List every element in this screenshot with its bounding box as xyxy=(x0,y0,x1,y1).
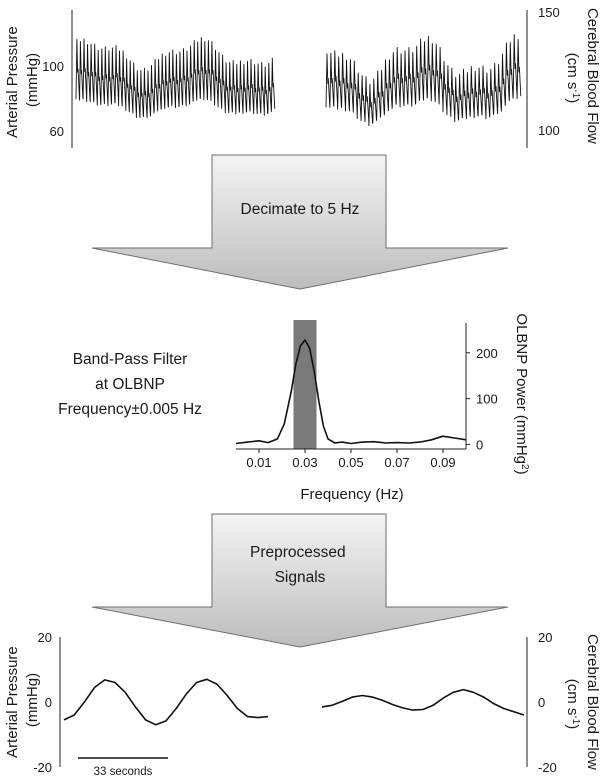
scale-bar-label: 33 seconds xyxy=(94,766,153,778)
filter-line-1: Band-Pass Filter xyxy=(73,351,188,368)
raw-left-axis-label: Arterial Pressure (mmHg) xyxy=(4,22,41,138)
filter-line-3: Frequency±0.005 Hz xyxy=(58,401,202,418)
ps-y-tick-label: 0 xyxy=(476,437,483,452)
filtered-cerebral-blood-flow-trace xyxy=(321,688,525,716)
filtered-left-tick-label: 0 xyxy=(45,695,52,710)
decimate-label: Decimate to 5 Hz xyxy=(241,201,360,218)
filter-line-2: at OLBNP xyxy=(95,376,165,393)
filtered-left-ticks: 20 0 -20 xyxy=(33,630,52,775)
raw-right-tick-150: 150 xyxy=(538,5,560,20)
filtered-right-axis-label: Cerebral Blood Flow (cm s-1) xyxy=(564,634,600,774)
ps-y-tick-label: 200 xyxy=(476,346,498,361)
filtered-left-axis-label: Arterial Pressure (mmHg) xyxy=(4,642,41,758)
ps-y-axis-label: OLBNP Power (mmHg2) xyxy=(513,313,530,474)
filtered-right-tick-label: 0 xyxy=(538,695,545,710)
filtered-arterial-pressure-trace xyxy=(63,678,269,726)
ps-y-ticks: 200 100 0 xyxy=(466,346,498,452)
power-spectrum-chart: 0.01 0.03 0.05 0.07 0.09 200 100 0 Frequency (… xyxy=(235,313,530,503)
filtered-left-tick-label: -20 xyxy=(33,760,52,775)
raw-signals-panel: Arterial Pressure (mmHg) 100 60 150 100 … xyxy=(4,5,600,148)
ps-x-ticks: 0.01 0.03 0.05 0.07 0.09 xyxy=(246,449,456,470)
ps-y-tick-label: 100 xyxy=(476,392,498,407)
power-spectrum-curve xyxy=(235,339,467,445)
preprocessed-label: Preprocessed Signals xyxy=(250,544,350,586)
filtered-right-tick-label: 20 xyxy=(538,630,552,645)
ps-x-axis-label: Frequency (Hz) xyxy=(300,486,403,503)
raw-right-tick-100: 100 xyxy=(538,123,560,138)
raw-left-tick-100: 100 xyxy=(42,59,64,74)
raw-cerebral-blood-flow-trace xyxy=(325,34,522,127)
ps-x-tick-label: 0.03 xyxy=(292,455,317,470)
filtered-right-tick-label: -20 xyxy=(538,760,557,775)
ps-x-tick-label: 0.05 xyxy=(338,455,363,470)
ps-x-tick-label: 0.09 xyxy=(430,455,455,470)
band-pass-filter-text: Band-Pass Filter at OLBNP Frequency±0.00… xyxy=(58,351,202,418)
filtered-right-ticks: 20 0 -20 xyxy=(538,630,557,775)
ps-x-tick-label: 0.01 xyxy=(246,455,271,470)
decimate-arrow: Decimate to 5 Hz xyxy=(91,154,509,290)
decimate-arrow-shape xyxy=(91,154,509,290)
preprocessed-arrow-shape xyxy=(91,513,509,648)
preprocessed-arrow: Preprocessed Signals xyxy=(91,513,509,648)
raw-arterial-pressure-trace xyxy=(75,37,276,119)
raw-right-axis-label: Cerebral Blood Flow (cm s-1) xyxy=(564,8,600,148)
filtered-signals-panel: Arterial Pressure (mmHg) 20 0 -20 33 secon… xyxy=(4,630,600,778)
ps-x-tick-label: 0.07 xyxy=(384,455,409,470)
raw-left-tick-60: 60 xyxy=(50,124,64,139)
filtered-left-tick-label: 20 xyxy=(38,630,52,645)
